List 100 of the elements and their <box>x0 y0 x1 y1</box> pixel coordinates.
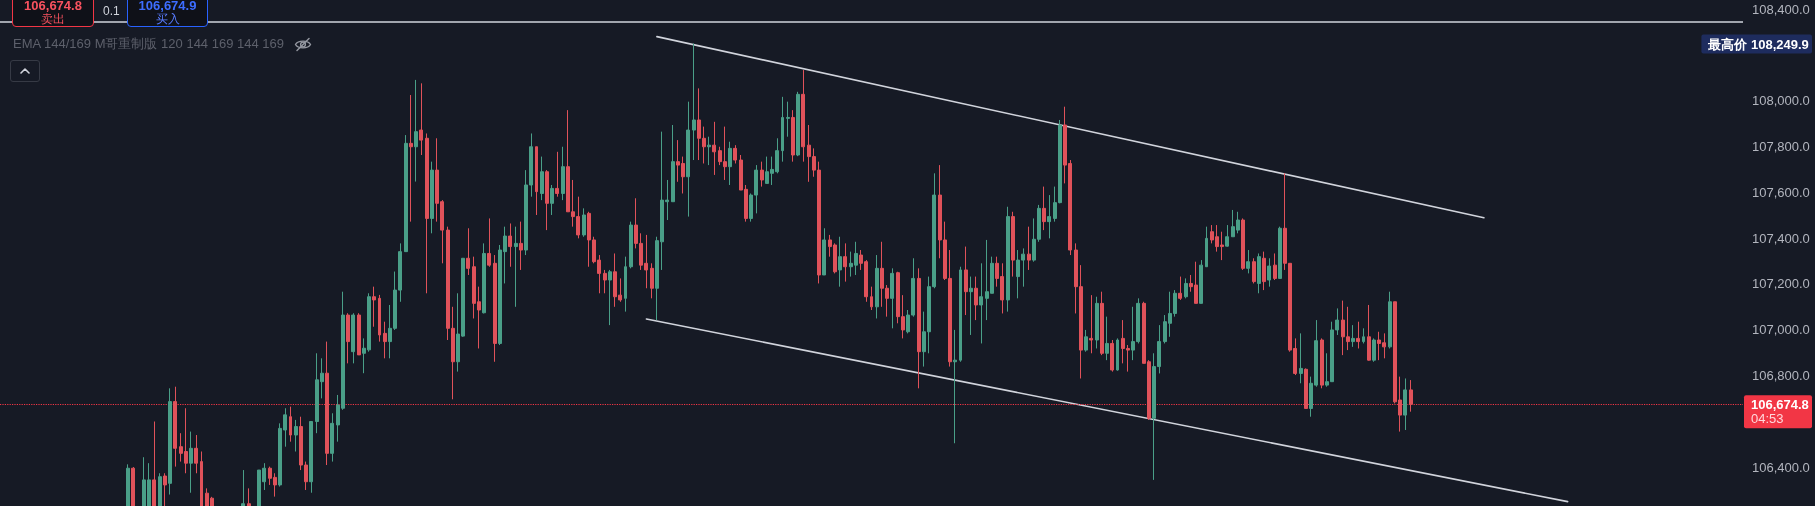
candlestick <box>1027 226 1031 271</box>
candlestick <box>1262 251 1266 291</box>
candlestick <box>152 421 156 506</box>
y-tick-label: 108,400.0 <box>1752 1 1810 17</box>
candlestick <box>519 221 523 271</box>
candlestick <box>870 286 873 311</box>
annotation: 106,674.8 <box>24 0 82 13</box>
candlestick <box>1367 304 1371 362</box>
candlestick <box>1351 324 1355 348</box>
candlestick <box>890 267 894 329</box>
candlestick <box>241 469 245 506</box>
candlestick <box>158 472 162 506</box>
candlestick <box>1011 211 1015 278</box>
candlestick <box>1047 194 1051 239</box>
annotation: 卖出 <box>41 12 65 26</box>
candlestick <box>1184 277 1188 299</box>
candlestick <box>414 79 418 183</box>
candlestick <box>550 184 554 216</box>
candlestick <box>1089 294 1093 354</box>
candlestick <box>325 341 329 466</box>
candlestick <box>430 161 434 234</box>
candlestick <box>1403 377 1407 431</box>
candlestick <box>561 146 565 201</box>
candlestick <box>545 169 549 231</box>
y-tick-label: 107,400.0 <box>1752 230 1810 246</box>
candlestick <box>126 463 130 506</box>
candlestick <box>875 254 879 319</box>
text: 04:53 <box>1751 410 1784 426</box>
candlestick <box>1110 339 1114 373</box>
candlestick <box>1252 257 1256 284</box>
candlestick <box>1362 327 1365 344</box>
candlestick <box>1356 321 1360 349</box>
candlestick <box>974 276 978 321</box>
candlestick <box>404 134 408 253</box>
candlestick <box>1100 291 1104 356</box>
candlestick <box>1257 252 1261 294</box>
candlestick <box>1409 379 1413 413</box>
candlestick <box>419 82 423 156</box>
candlestick <box>357 312 361 356</box>
candlestick <box>1084 329 1088 353</box>
candlestick <box>372 286 376 328</box>
y-tick-label: 108,000.0 <box>1752 93 1810 109</box>
y-tick-label: 107,600.0 <box>1752 184 1810 200</box>
annotation: 0.1 <box>103 4 120 18</box>
candlestick <box>1241 217 1245 271</box>
candlestick <box>728 141 732 186</box>
candlestick <box>1388 291 1392 349</box>
y-tick-label: 107,000.0 <box>1752 322 1810 338</box>
candlestick <box>309 421 313 494</box>
sell-button: 106,674.8 卖出 <box>12 0 94 27</box>
candlestick <box>487 217 491 268</box>
candlestick <box>712 121 716 176</box>
candlestick <box>1299 332 1303 384</box>
candlestick <box>1304 367 1308 409</box>
candlestick <box>493 254 497 363</box>
candlestick <box>1042 186 1046 231</box>
candlestick <box>786 101 790 138</box>
candlestick <box>409 94 413 223</box>
candlestick <box>1199 259 1203 304</box>
candlestick <box>540 156 544 201</box>
candlestick <box>796 91 800 157</box>
candlestick <box>1267 257 1271 288</box>
ref-line-label: 106,674.8 <box>1751 396 1809 412</box>
candlestick <box>351 312 355 364</box>
candlestick <box>686 101 690 218</box>
candlestick <box>707 136 711 166</box>
candlestick <box>482 242 486 314</box>
candlestick <box>959 266 962 363</box>
candlestick <box>425 132 429 294</box>
candlestick <box>781 96 784 163</box>
annotation: 106,674.9 <box>138 0 197 13</box>
candlestick <box>838 236 842 288</box>
candlestick <box>1105 316 1109 361</box>
candlestick <box>603 269 607 294</box>
candlestick <box>629 221 633 269</box>
candlestick <box>671 124 675 203</box>
candlestick <box>1273 252 1277 281</box>
candlestick <box>289 406 292 443</box>
candlestick <box>1320 337 1324 389</box>
candlestick <box>733 144 737 164</box>
candlestick <box>131 466 135 506</box>
candlestick <box>555 151 559 198</box>
candlestick <box>535 146 538 216</box>
candlestick <box>760 161 764 188</box>
candlestick <box>514 226 518 308</box>
candlestick <box>294 419 298 453</box>
candlestick <box>346 312 350 364</box>
candlestick <box>1278 226 1282 279</box>
candlestick <box>466 227 470 276</box>
candlestick <box>692 43 696 161</box>
candlestick <box>189 431 193 494</box>
candlestick <box>383 321 387 359</box>
candlestick <box>624 256 627 313</box>
candlestick <box>378 294 381 343</box>
candlestick <box>969 276 973 336</box>
candlestick <box>791 109 795 163</box>
candlestick <box>1095 296 1099 349</box>
candlestick <box>330 412 334 463</box>
candlestick <box>163 472 167 506</box>
candlestick <box>1372 337 1376 363</box>
